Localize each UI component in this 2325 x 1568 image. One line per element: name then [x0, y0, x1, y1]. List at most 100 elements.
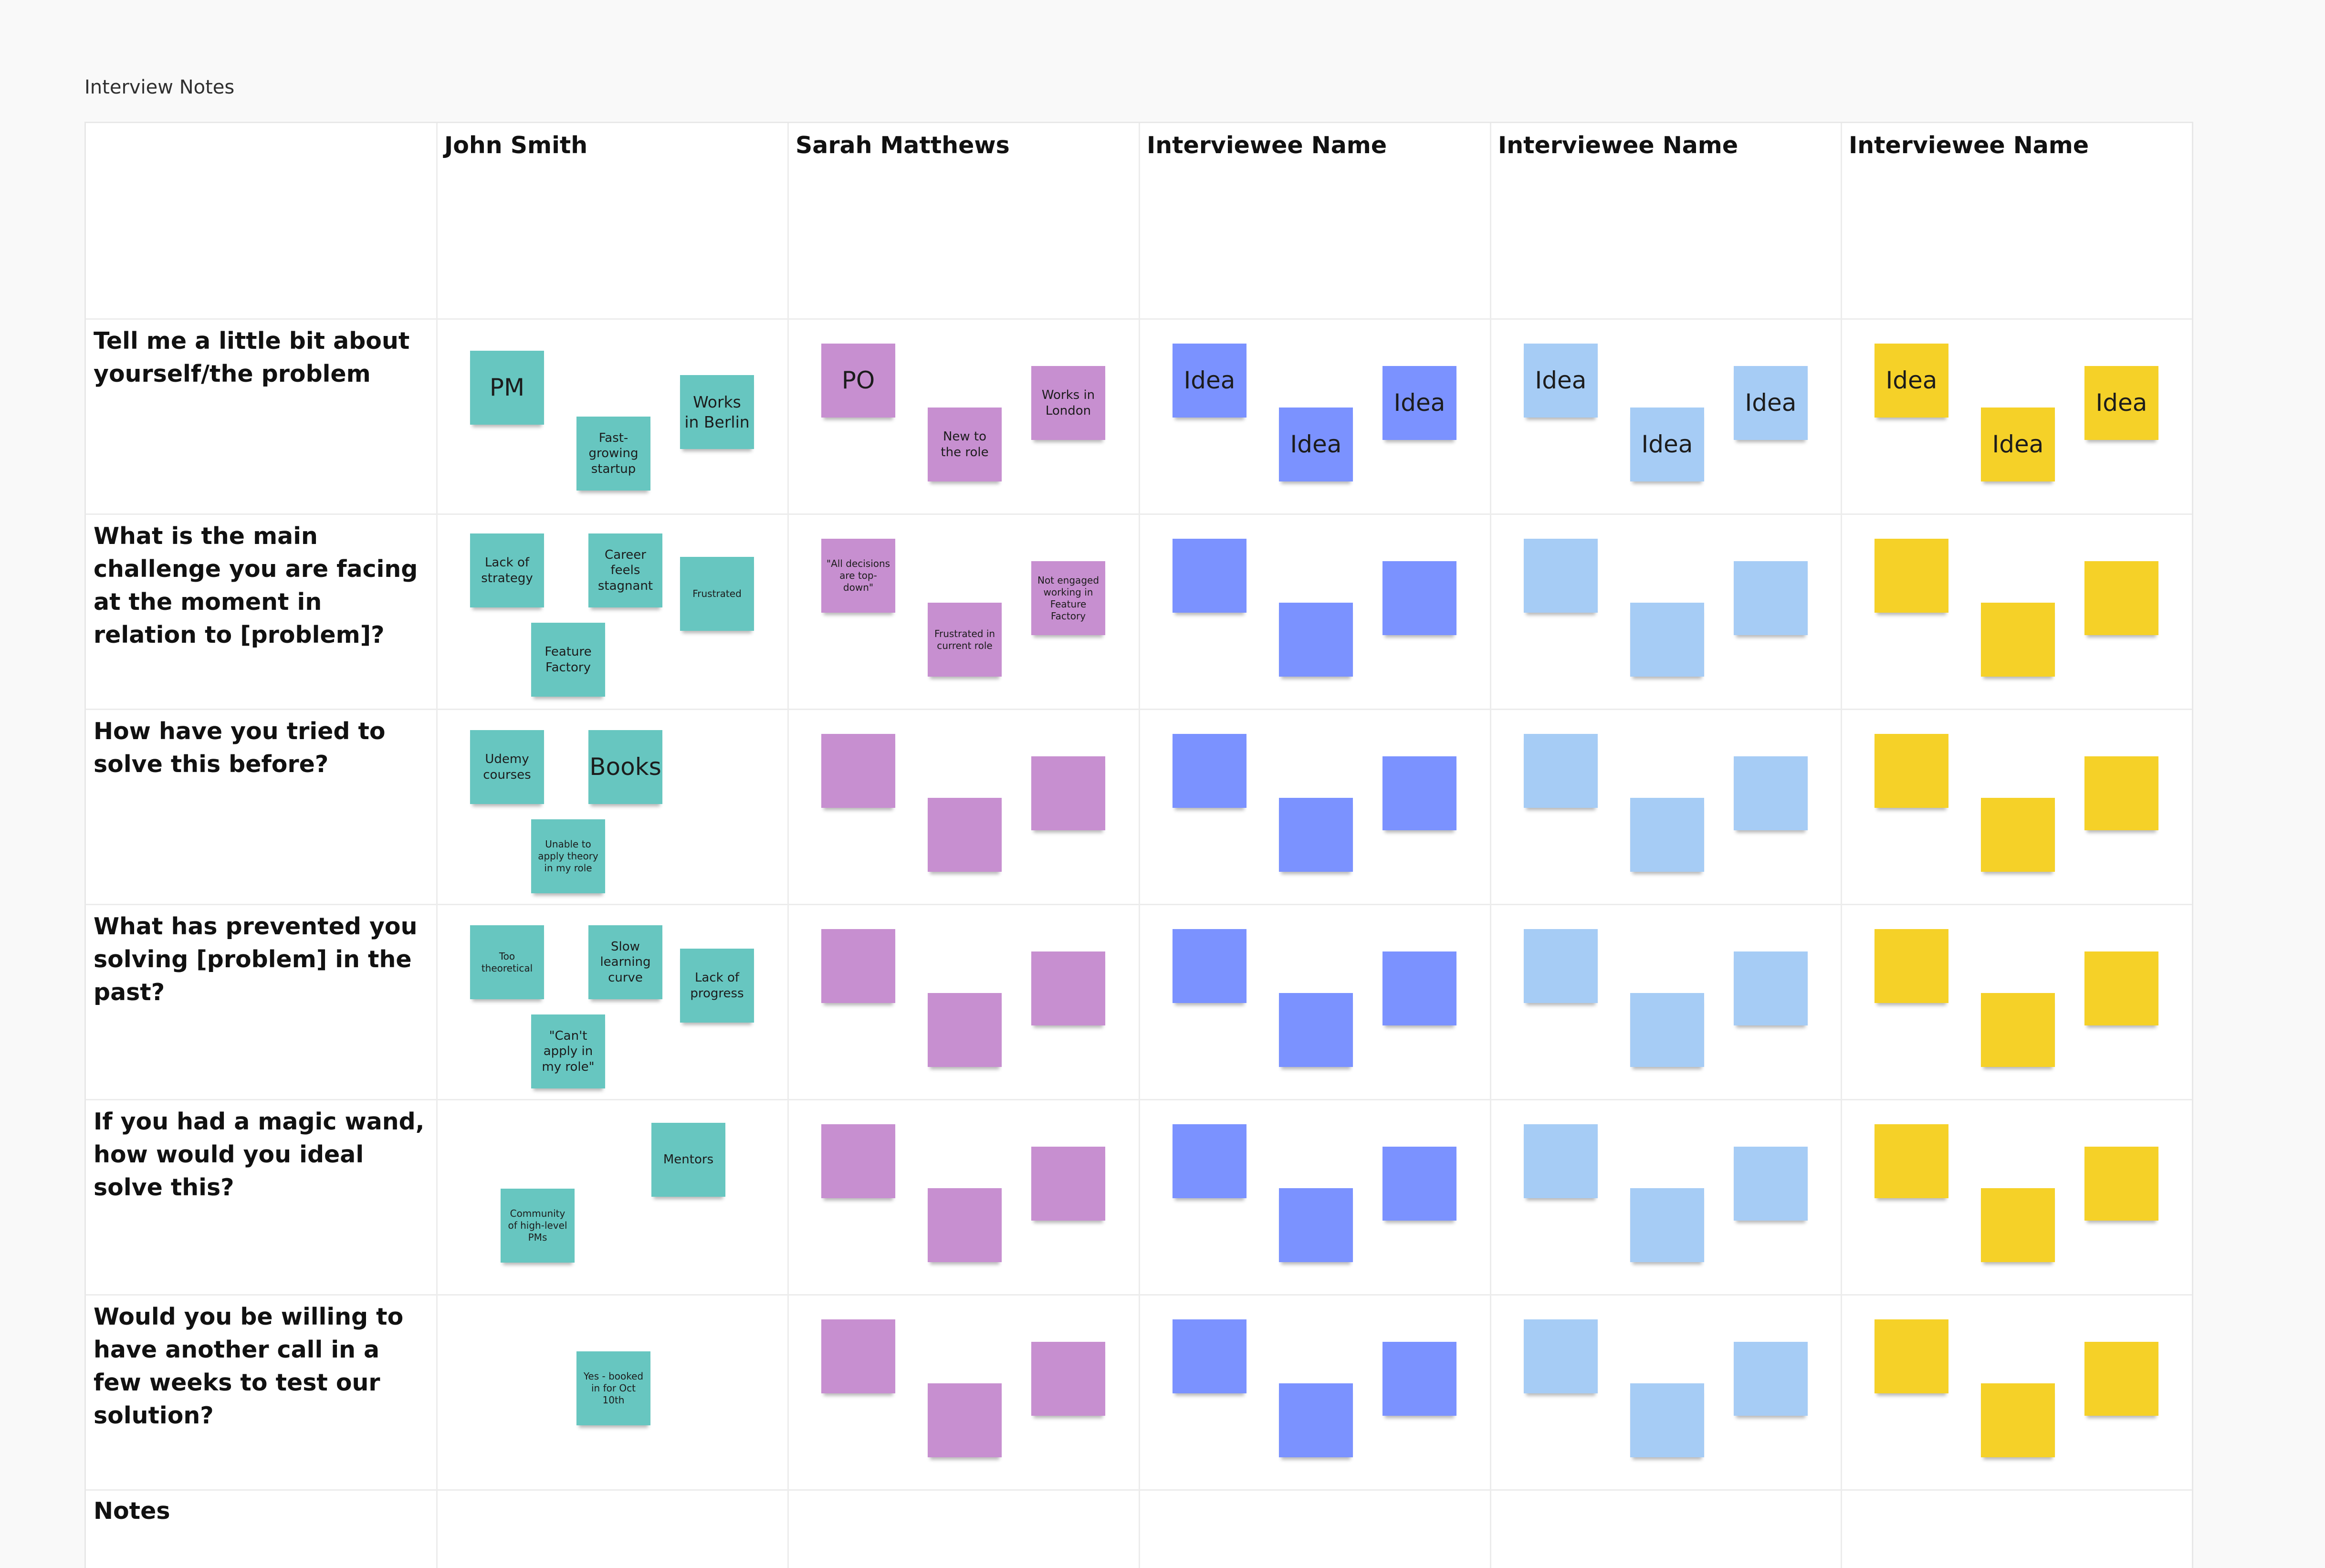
sticky-note[interactable] [821, 1319, 895, 1393]
sticky-note[interactable] [1524, 539, 1598, 613]
column-header-john-smith: John Smith [444, 132, 588, 159]
sticky-note[interactable]: Idea [1382, 366, 1456, 440]
sticky-note[interactable] [1981, 1188, 2055, 1262]
grid-divider [787, 123, 789, 1568]
sticky-note[interactable] [1279, 603, 1353, 677]
sticky-note[interactable] [1981, 1383, 2055, 1457]
sticky-note[interactable] [1279, 798, 1353, 872]
question-5: If you had a magic wand, how would you i… [94, 1108, 425, 1201]
sticky-note[interactable] [2084, 1147, 2158, 1221]
sticky-note[interactable] [821, 734, 895, 808]
grid-divider [86, 1489, 2192, 1491]
sticky-note[interactable]: Career feels stagnant [588, 533, 662, 607]
column-header-sarah-matthews: Sarah Matthews [796, 132, 1010, 159]
sticky-note[interactable]: Unable to apply theory in my role [531, 819, 605, 893]
sticky-note[interactable] [1981, 603, 2055, 677]
sticky-note[interactable] [2084, 951, 2158, 1025]
sticky-note[interactable]: Idea [1279, 408, 1353, 481]
sticky-note[interactable] [1524, 929, 1598, 1003]
sticky-note[interactable] [1524, 1124, 1598, 1198]
sticky-note[interactable] [1630, 993, 1704, 1067]
sticky-note[interactable] [928, 798, 1002, 872]
question-2: What is the main challenge you are facin… [94, 523, 418, 648]
sticky-note[interactable] [1279, 1188, 1353, 1262]
sticky-note[interactable] [1382, 1147, 1456, 1221]
sticky-note[interactable] [1734, 1342, 1808, 1416]
sticky-note[interactable] [928, 1188, 1002, 1262]
sticky-note[interactable] [1875, 1124, 1948, 1198]
sticky-note[interactable] [821, 1124, 895, 1198]
sticky-note[interactable] [1031, 951, 1105, 1025]
sticky-note[interactable] [2084, 1342, 2158, 1416]
sticky-note[interactable]: PO [821, 344, 895, 418]
sticky-note[interactable] [928, 1383, 1002, 1457]
sticky-note[interactable] [1981, 798, 2055, 872]
sticky-note[interactable] [821, 929, 895, 1003]
sticky-note[interactable]: Slow learning curve [588, 925, 662, 999]
sticky-note[interactable] [1382, 561, 1456, 635]
sticky-note[interactable] [1382, 756, 1456, 830]
sticky-note[interactable]: "Can't apply in my role" [531, 1014, 605, 1088]
sticky-note[interactable]: Mentors [651, 1123, 725, 1197]
sticky-note[interactable] [1875, 929, 1948, 1003]
sticky-note[interactable] [1031, 756, 1105, 830]
sticky-note[interactable] [1173, 734, 1246, 808]
sticky-note[interactable]: Works in Berlin [680, 375, 754, 449]
sticky-note[interactable] [1734, 951, 1808, 1025]
sticky-note[interactable] [1173, 1124, 1246, 1198]
sticky-note[interactable] [1875, 734, 1948, 808]
sticky-note[interactable]: Not engaged working in Feature Factory [1031, 561, 1105, 635]
sticky-note[interactable]: Udemy courses [470, 730, 544, 804]
sticky-note[interactable] [1630, 1383, 1704, 1457]
sticky-note[interactable] [1734, 561, 1808, 635]
sticky-note[interactable] [1875, 539, 1948, 613]
sticky-note[interactable] [1630, 1188, 1704, 1262]
sticky-note[interactable]: Yes - booked in for Oct 10th [576, 1351, 650, 1425]
sticky-note[interactable]: Idea [1173, 344, 1246, 418]
sticky-note[interactable]: New to the role [928, 408, 1002, 481]
sticky-note[interactable] [1173, 539, 1246, 613]
sticky-note[interactable]: PM [470, 351, 544, 425]
sticky-note[interactable] [1279, 993, 1353, 1067]
sticky-note[interactable] [1734, 1147, 1808, 1221]
sticky-note[interactable]: Works in London [1031, 366, 1105, 440]
sticky-note[interactable]: Idea [2084, 366, 2158, 440]
sticky-note[interactable] [1524, 734, 1598, 808]
sticky-note[interactable]: Community of high-level PMs [501, 1189, 575, 1263]
sticky-note[interactable] [1630, 798, 1704, 872]
sticky-note[interactable]: Idea [1630, 408, 1704, 481]
sticky-note[interactable]: "All decisions are top-down" [821, 539, 895, 613]
sticky-note[interactable] [1031, 1147, 1105, 1221]
sticky-note[interactable]: Idea [1875, 344, 1948, 418]
sticky-note[interactable] [1734, 756, 1808, 830]
sticky-note[interactable]: Frustrated in current role [928, 603, 1002, 677]
sticky-note[interactable] [1875, 1319, 1948, 1393]
sticky-note[interactable] [1524, 1319, 1598, 1393]
sticky-note[interactable]: Idea [1734, 366, 1808, 440]
sticky-note[interactable]: Idea [1981, 408, 2055, 481]
sticky-note[interactable]: Books [588, 730, 662, 804]
sticky-note[interactable] [1279, 1383, 1353, 1457]
question-4: What has prevented you solving [problem]… [94, 913, 418, 1006]
sticky-note[interactable]: Lack of progress [680, 949, 754, 1023]
question-1: Tell me a little bit about yourself/the … [94, 327, 410, 387]
grid-divider [86, 1294, 2192, 1296]
sticky-note[interactable]: Frustrated [680, 557, 754, 631]
sticky-note[interactable] [2084, 756, 2158, 830]
sticky-note[interactable]: Idea [1524, 344, 1598, 418]
sticky-note[interactable]: Too theoretical [470, 925, 544, 999]
sticky-note[interactable]: Fast-growing startup [576, 417, 650, 491]
sticky-note[interactable] [1382, 951, 1456, 1025]
sticky-note[interactable] [1382, 1342, 1456, 1416]
sticky-note[interactable] [1630, 603, 1704, 677]
sticky-note[interactable] [1981, 993, 2055, 1067]
sticky-note[interactable] [1173, 1319, 1246, 1393]
sticky-note[interactable] [928, 993, 1002, 1067]
question-notes: Notes [94, 1497, 170, 1525]
sticky-note[interactable]: Feature Factory [531, 623, 605, 697]
sticky-note[interactable] [1031, 1342, 1105, 1416]
sticky-note[interactable] [2084, 561, 2158, 635]
sticky-note[interactable]: Lack of strategy [470, 533, 544, 607]
sticky-note[interactable] [1173, 929, 1246, 1003]
column-header-interviewee-3: Interviewee Name [1147, 132, 1387, 159]
